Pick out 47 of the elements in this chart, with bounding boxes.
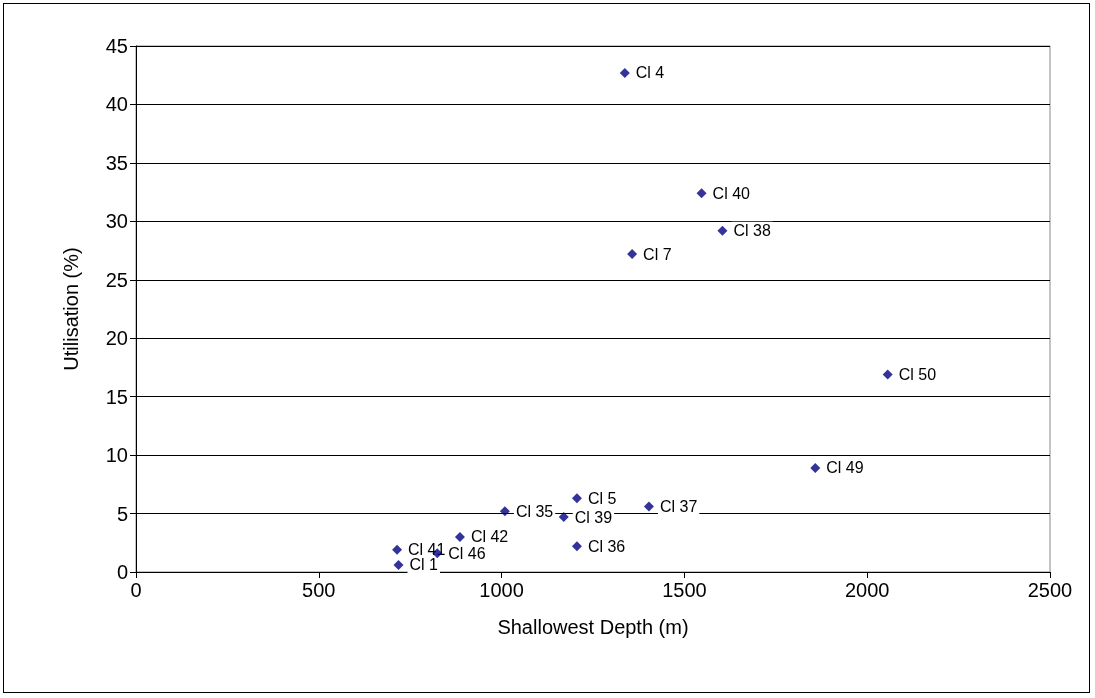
point bbox=[571, 541, 582, 552]
annotation: Cl 36 bbox=[587, 537, 626, 555]
x-tick-label: 2500 bbox=[1027, 579, 1073, 601]
annotation: Cl 42 bbox=[470, 528, 509, 546]
point bbox=[643, 501, 654, 512]
y-axis-title: Utilisation (%) bbox=[60, 247, 82, 371]
y-tick-label: 25 bbox=[105, 268, 128, 291]
y-tick-label: 20 bbox=[105, 327, 128, 350]
y-tick-label: 15 bbox=[105, 385, 128, 408]
point bbox=[558, 512, 569, 523]
point bbox=[810, 462, 821, 473]
annotation: Cl 46 bbox=[448, 544, 486, 562]
annotation: Cl 1 bbox=[409, 556, 439, 574]
annotation: Cl 35 bbox=[515, 502, 554, 520]
point bbox=[619, 67, 630, 78]
point bbox=[571, 493, 582, 504]
x-axis-title: Shallowest Depth (m) bbox=[497, 616, 689, 638]
x-tick-label: 1000 bbox=[479, 579, 524, 601]
annotation: Cl 49 bbox=[826, 459, 864, 477]
y-tick-label: 35 bbox=[105, 151, 128, 174]
point bbox=[454, 531, 465, 542]
point bbox=[392, 544, 403, 555]
x-tick-label: 500 bbox=[302, 579, 336, 601]
point bbox=[627, 249, 638, 260]
y-tick-label: 40 bbox=[105, 93, 128, 116]
annotation: Cl 7 bbox=[643, 245, 672, 263]
y-tick-label: 45 bbox=[105, 35, 128, 57]
point bbox=[717, 225, 728, 236]
annotation: Cl 40 bbox=[712, 184, 751, 202]
point bbox=[882, 369, 893, 380]
point bbox=[499, 506, 510, 517]
y-tick-label: 5 bbox=[116, 502, 128, 525]
point bbox=[393, 559, 404, 570]
annotation: Cl 50 bbox=[898, 365, 937, 383]
annotation: Cl 39 bbox=[574, 508, 613, 526]
y-tick-label: 10 bbox=[105, 444, 128, 467]
annotation: Cl 4 bbox=[635, 64, 665, 82]
y-tick-label: 0 bbox=[116, 561, 128, 583]
x-tick-label: 0 bbox=[130, 579, 142, 601]
annotation: Cl 37 bbox=[659, 498, 698, 516]
x-tick-label: 1500 bbox=[662, 579, 707, 601]
x-tick-label: 2000 bbox=[844, 579, 890, 601]
annotation: Cl 38 bbox=[733, 222, 771, 240]
annotation: Cl 5 bbox=[587, 489, 617, 507]
annotation: Cl 41 bbox=[408, 541, 446, 559]
y-tick-label: 30 bbox=[105, 210, 128, 233]
point bbox=[696, 188, 707, 199]
